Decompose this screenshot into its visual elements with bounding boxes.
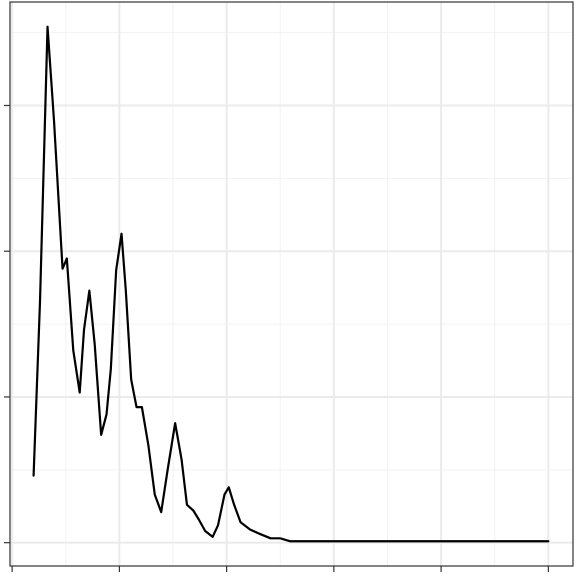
panel-border	[9, 1, 574, 567]
density-line	[32, 25, 550, 543]
